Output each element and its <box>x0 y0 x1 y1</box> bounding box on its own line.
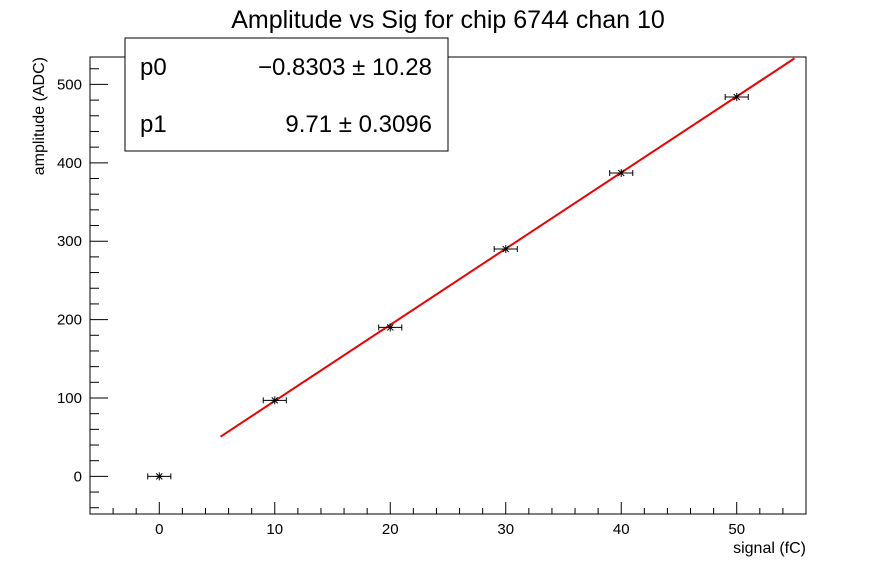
marker-stroke <box>271 396 279 404</box>
x-tick-label: 20 <box>382 521 399 538</box>
p1-value-number: 9.71 <box>285 111 332 138</box>
x-tick-label: 40 <box>613 521 630 538</box>
data-points <box>147 92 749 481</box>
x-tick-label: 10 <box>266 521 283 538</box>
y-tick-label: 0 <box>74 468 82 485</box>
y-tick-label: 400 <box>57 155 82 172</box>
marker-stroke <box>386 324 394 331</box>
data-point <box>147 472 172 481</box>
stats-box-frame <box>124 37 449 152</box>
y-axis: 0 100 200 300 400 500 <box>57 68 108 509</box>
marker-stroke <box>617 169 625 177</box>
data-point <box>378 323 403 332</box>
y-tick-label: 100 <box>57 390 82 407</box>
y-axis-title: amplitude (ADC) <box>31 57 48 175</box>
y-tick-label: 500 <box>57 76 82 93</box>
x-axis-title: signal (fC) <box>733 540 806 557</box>
p1-error-number: 0.3096 <box>359 111 432 138</box>
marker-stroke <box>502 245 510 253</box>
p0-value: −0.8303 ± 10.28 <box>258 54 432 81</box>
p0-value-number: −0.8303 <box>258 54 345 81</box>
x-tick-label: 50 <box>728 521 745 538</box>
p1-pm-symbol: ± <box>339 111 352 138</box>
x-tick-label: 30 <box>497 521 514 538</box>
p1-value: 9.71 ± 0.3096 <box>285 111 432 138</box>
p0-pm-symbol: ± <box>352 54 365 81</box>
data-point <box>493 245 518 254</box>
y-tick-label: 200 <box>57 312 82 329</box>
p1-name: p1 <box>140 111 167 138</box>
fit-stats-box: p0 −0.8303 ± 10.28 p1 9.71 ± 0.3096 <box>124 37 449 152</box>
x-axis: 0 10 20 30 40 50 <box>112 502 807 538</box>
p0-error-number: 10.28 <box>372 54 432 81</box>
data-point <box>724 92 749 101</box>
y-tick-label: 300 <box>57 233 82 250</box>
x-tick-label: 0 <box>155 521 163 538</box>
data-point <box>609 169 634 178</box>
data-point <box>262 396 287 405</box>
marker-stroke <box>155 473 163 480</box>
chart-title: Amplitude vs Sig for chip 6744 chan 10 <box>231 6 665 34</box>
marker-stroke <box>733 93 741 101</box>
p0-name: p0 <box>140 54 167 81</box>
